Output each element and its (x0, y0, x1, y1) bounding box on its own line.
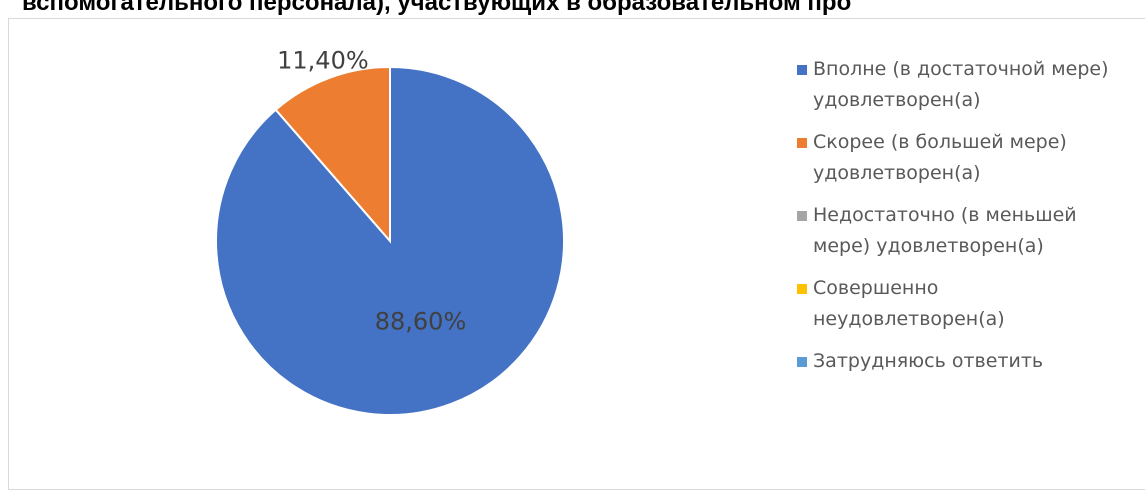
legend-swatch (797, 138, 807, 148)
legend-item: Затрудняюсь ответить (797, 346, 1132, 377)
page: вспомогательного персонала), участвующих… (8, 0, 1145, 490)
legend-label: Недостаточно (в меньшей мере) удовлетвор… (813, 204, 1077, 257)
legend-item: Недостаточно (в меньшей мере) удовлетвор… (797, 200, 1132, 262)
legend-swatch (797, 211, 807, 221)
legend-swatch (797, 65, 807, 75)
data-label: 11,40% (277, 47, 369, 75)
legend-label: Скорее (в большей мере) удовлетворен(а) (813, 131, 1067, 184)
legend-swatch (797, 284, 807, 294)
legend-item: Скорее (в большей мере) удовлетворен(а) (797, 127, 1132, 189)
legend-swatch (797, 357, 807, 367)
chart-title: вспомогательного персонала), участвующих… (22, 0, 852, 16)
legend-label: Вполне (в достаточной мере) удовлетворен… (813, 58, 1109, 111)
data-label: 88,60% (375, 307, 467, 335)
pie-chart: 88,60% 11,40% (215, 47, 565, 416)
legend-label: Затрудняюсь ответить (813, 350, 1044, 372)
legend: Вполне (в достаточной мере) удовлетворен… (797, 54, 1132, 388)
legend-item: Совершенно неудовлетворен(а) (797, 273, 1132, 335)
legend-item: Вполне (в достаточной мере) удовлетворен… (797, 54, 1132, 116)
pie-slice (274, 65, 391, 244)
legend-label: Совершенно неудовлетворен(а) (813, 277, 1005, 330)
